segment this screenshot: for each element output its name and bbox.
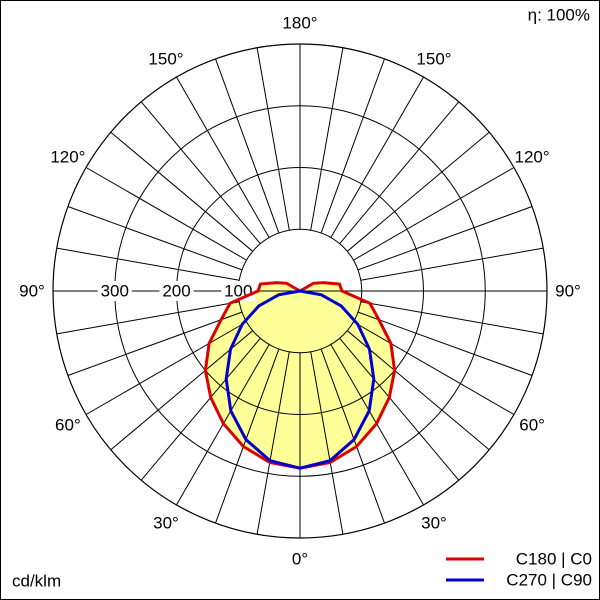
efficiency-label: η: 100% — [528, 5, 590, 24]
radial-line — [339, 337, 460, 481]
radial-line — [320, 348, 385, 524]
radial-line — [310, 47, 344, 231]
radial-line — [85, 167, 247, 261]
radial-line — [215, 58, 280, 234]
angle-label: 60° — [55, 415, 81, 434]
radial-line — [140, 101, 261, 245]
radial-line — [176, 76, 270, 238]
ring-label: 300 — [101, 281, 129, 300]
angle-label: 120° — [50, 147, 85, 166]
radial-line — [67, 206, 243, 271]
radial-line — [353, 167, 515, 261]
radial-line — [310, 351, 344, 535]
radial-line — [256, 47, 290, 231]
ring-label: 200 — [162, 281, 190, 300]
angle-label: 90° — [19, 281, 45, 300]
angle-label: 90° — [555, 281, 581, 300]
radial-line — [256, 351, 290, 535]
radial-line — [353, 321, 515, 415]
curve — [203, 281, 301, 470]
angle-label: 60° — [519, 415, 545, 434]
radial-line — [360, 247, 544, 281]
angle-label: 180° — [282, 13, 317, 32]
ring-label: 100 — [224, 281, 252, 300]
angle-label: 150° — [148, 49, 183, 68]
radial-line — [339, 101, 460, 245]
radial-line — [56, 301, 240, 335]
radial-line — [330, 76, 424, 238]
curve — [224, 289, 301, 470]
radial-line — [67, 311, 243, 376]
ring-label-bg — [97, 281, 132, 301]
angle-label: 0° — [292, 549, 308, 568]
angle-label: 30° — [153, 514, 179, 533]
legend-label: C270 | C90 — [506, 570, 592, 589]
radial-line — [110, 131, 254, 252]
unit-label: cd/klm — [12, 571, 61, 590]
ring-label-bg — [159, 281, 194, 301]
curve — [299, 281, 397, 470]
curve — [299, 289, 376, 470]
angle-label: 30° — [421, 514, 447, 533]
radial-line — [357, 311, 533, 376]
angle-label: 120° — [515, 147, 550, 166]
radial-line — [85, 321, 247, 415]
outer-ring — [52, 43, 548, 539]
radial-line — [140, 337, 261, 481]
radial-line — [56, 247, 240, 281]
radial-line — [360, 301, 544, 335]
radial-line — [215, 348, 280, 524]
radial-line — [346, 131, 490, 252]
angle-label: 150° — [416, 49, 451, 68]
radial-line — [320, 58, 385, 234]
radial-line — [357, 206, 533, 271]
legend-label: C180 | C0 — [516, 549, 592, 568]
